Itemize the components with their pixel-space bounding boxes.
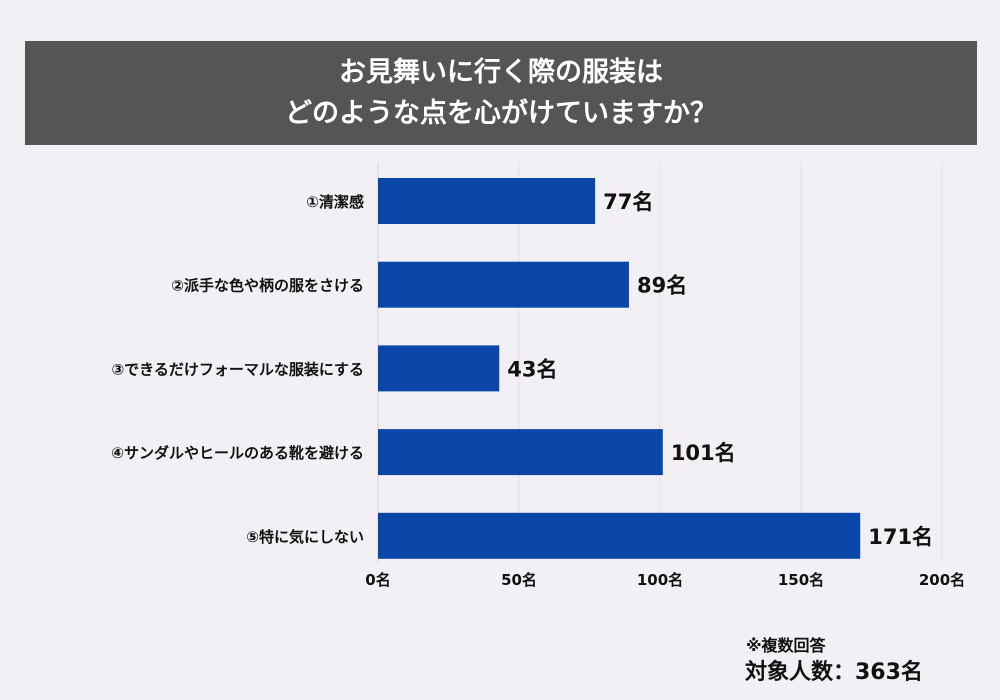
data-label: 101名: [671, 441, 736, 465]
bar: [378, 512, 861, 559]
title-line-2: どのような点を心がけていますか？: [285, 98, 717, 129]
footnote: ※複数回答: [746, 636, 826, 655]
chart-title: お見舞いに行く際の服装は どのような点を心がけていますか？: [25, 41, 977, 145]
bar: [378, 429, 663, 476]
x-tick-label: 200名: [919, 571, 965, 589]
x-tick-label: 50名: [501, 571, 537, 589]
x-tick-label: 150名: [778, 571, 824, 589]
category-label: ③できるだけフォーマルな服装にする: [111, 360, 364, 378]
bar: [378, 261, 629, 308]
bar: [378, 345, 500, 392]
x-tick-label: 100名: [637, 571, 683, 589]
category-label: ②派手な色や柄の服をさける: [171, 277, 364, 295]
x-tick-label: 0名: [365, 571, 390, 589]
data-label: 171名: [868, 525, 933, 549]
category-label: ⑤特に気にしない: [246, 528, 364, 546]
category-label: ④サンダルやヒールのある靴を避ける: [111, 444, 364, 462]
data-label: 43名: [507, 357, 557, 381]
data-label: 89名: [637, 274, 687, 298]
data-label: 77名: [603, 190, 653, 214]
bar: [378, 178, 596, 224]
category-label: ①清潔感: [306, 193, 364, 211]
title-line-1: お見舞いに行く際の服装は: [339, 57, 663, 88]
sample-size: 対象人数：363名: [745, 660, 923, 685]
